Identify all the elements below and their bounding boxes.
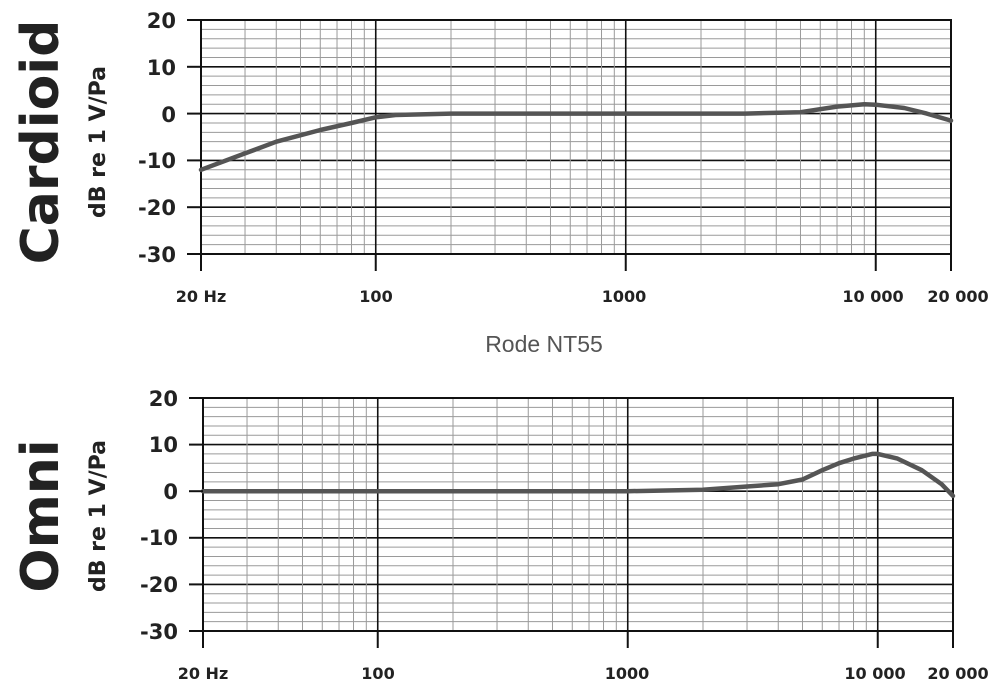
cardioid-mode-label: Cardioid [11,20,71,265]
omni-xtick-label: 20 000 [927,664,988,683]
omni-y-axis-label: dB re 1 V/Pa [86,440,111,592]
omni-xtick-label: 20 Hz [178,664,229,683]
chart-title: Rode NT55 [485,331,603,357]
cardioid-ytick-label: 0 [161,103,176,127]
cardioid-y-axis-label: dB re 1 V/Pa [86,66,111,218]
omni-ytick-label: 0 [163,480,178,504]
cardioid-plot-frame [200,19,952,255]
cardioid-ytick-label: -10 [138,149,176,173]
cardioid-ytick-label: 20 [147,9,176,33]
omni-ytick-label: -30 [140,620,178,644]
cardioid-panel: Cardioid dB re 1 V/Pa 20 10 0 -10 -20 -3… [11,9,989,306]
cardioid-xtick-label: 1000 [602,287,647,306]
cardioid-xtick-label: 20 000 [927,287,988,306]
omni-x-ticks: 20 Hz 100 1000 10 000 20 000 [178,664,989,683]
cardioid-grid [201,20,951,254]
cardioid-curve-layer [198,101,954,173]
omni-ytick-label: 10 [149,433,178,457]
cardioid-ytick-label: -30 [138,243,176,267]
cardioid-xtick-label: 10 000 [842,287,903,306]
omni-y-ticks: 20 10 0 -10 -20 -30 [140,387,178,644]
omni-xtick-label: 1000 [605,664,650,683]
omni-curve-layer [200,451,956,499]
omni-panel: Omni dB re 1 V/Pa 20 10 0 -10 -20 -30 20… [11,387,989,683]
omni-xtick-label: 100 [361,664,394,683]
omni-ytick-label: -10 [140,526,178,550]
cardioid-x-ticks: 20 Hz 100 1000 10 000 20 000 [176,287,989,306]
omni-ytick-label: -20 [140,573,178,597]
cardioid-xtick-label: 20 Hz [176,287,227,306]
omni-response-curve [200,451,956,499]
cardioid-xtick-label: 100 [359,287,392,306]
cardioid-ytick-label: 10 [147,56,176,80]
cardioid-ytick-label: -20 [138,196,176,220]
omni-ytick-label: 20 [149,387,178,411]
cardioid-response-curve [198,101,954,173]
omni-plot-frame [202,397,954,632]
cardioid-y-ticks: 20 10 0 -10 -20 -30 [138,9,176,267]
omni-mode-label: Omni [11,439,71,592]
omni-xtick-label: 10 000 [844,664,905,683]
omni-grid [203,398,953,631]
